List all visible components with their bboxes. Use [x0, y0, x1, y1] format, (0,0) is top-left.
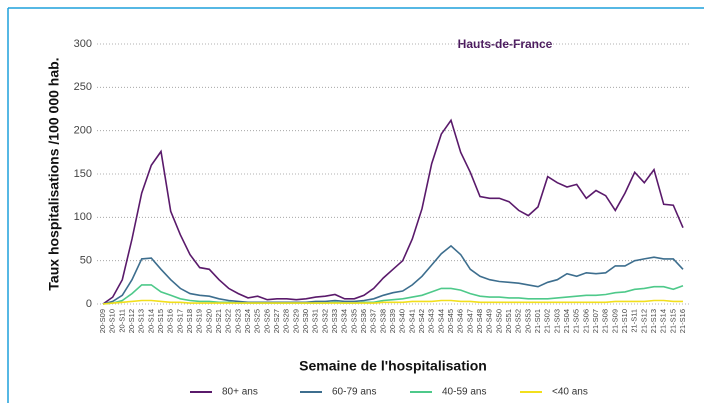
x-tick-label: 20-S48	[475, 309, 484, 333]
x-tick-label: 20-S10	[108, 309, 117, 333]
x-tick-label: 20-S19	[195, 309, 204, 333]
y-tick-label: 250	[74, 81, 92, 93]
x-tick-label: 20-S53	[523, 309, 532, 333]
x-tick-label: 20-S32	[320, 309, 329, 333]
x-tick-label: 20-S28	[282, 309, 291, 333]
x-tick-label: 20-S44	[436, 309, 445, 333]
x-tick-label: 20-S12	[127, 309, 136, 333]
x-tick-label: 21-S11	[630, 309, 639, 333]
x-tick-label: 20-S17	[175, 309, 184, 333]
y-axis-label: Taux hospitalisations /100 000 hab.	[46, 57, 62, 290]
x-tick-label: 20-S38	[378, 309, 387, 333]
x-tick-label: 20-S49	[485, 309, 494, 333]
x-tick-label: 20-S09	[98, 309, 107, 333]
series-line	[102, 118, 684, 305]
x-tick-label: 21-S09	[610, 309, 619, 333]
x-tick-label: 20-S24	[243, 309, 252, 333]
x-tick-label: 21-S05	[572, 309, 581, 333]
x-tick-label: 20-S11	[117, 309, 126, 333]
x-tick-label: 21-S16	[678, 309, 687, 333]
x-tick-label: 21-S03	[552, 309, 561, 333]
x-tick-label: 20-S43	[427, 309, 436, 333]
x-tick-label: 20-S21	[214, 309, 223, 333]
legend-label: 80+ ans	[222, 387, 258, 398]
x-tick-label: 21-S15	[668, 309, 677, 333]
x-tick-label: 20-S13	[137, 309, 146, 333]
x-tick-label: 20-S45	[446, 309, 455, 333]
y-tick-label: 300	[74, 38, 92, 50]
x-tick-label: 20-S51	[504, 309, 513, 333]
x-tick-label: 20-S41	[407, 309, 416, 333]
x-tick-label: 20-S25	[253, 309, 262, 333]
x-tick-label: 20-S14	[146, 309, 155, 333]
x-tick-label: 21-S02	[543, 309, 552, 333]
x-tick-label: 20-S29	[291, 309, 300, 333]
x-tick-label: 20-S20	[204, 309, 213, 333]
y-tick-label: 150	[74, 168, 92, 180]
x-tick-label: 21-S08	[601, 309, 610, 333]
y-tick-label: 200	[74, 125, 92, 137]
x-tick-label: 20-S42	[417, 309, 426, 333]
x-tick-label: 20-S50	[494, 309, 503, 333]
x-tick-label: 20-S36	[359, 309, 368, 333]
y-tick-label: 100	[74, 211, 92, 223]
y-tick-label: 0	[86, 298, 92, 310]
x-tick-label: 21-S07	[591, 309, 600, 333]
legend-label: 40-59 ans	[442, 387, 486, 398]
x-tick-label: 20-S16	[166, 309, 175, 333]
x-tick-label: 20-S46	[456, 309, 465, 333]
x-tick-label: 21-S06	[581, 309, 590, 333]
x-tick-label: 20-S37	[369, 309, 378, 333]
legend-label: <40 ans	[552, 387, 588, 398]
series-line	[102, 284, 684, 305]
x-tick-label: 21-S14	[659, 309, 668, 333]
x-tick-label: 20-S18	[185, 309, 194, 333]
y-tick-label: 50	[80, 255, 92, 267]
x-tick-label: 20-S40	[398, 309, 407, 333]
x-axis-label: Semaine de l'hospitalisation	[299, 358, 487, 374]
legend-label: 60-79 ans	[332, 387, 376, 398]
x-tick-label: 20-S30	[301, 309, 310, 333]
x-tick-label: 20-S31	[311, 309, 320, 333]
x-tick-label: 20-S23	[233, 309, 242, 333]
x-tick-label: 20-S39	[388, 309, 397, 333]
x-tick-label: 21-S10	[620, 309, 629, 333]
x-tick-label: 21-S01	[533, 309, 542, 333]
x-tick-label: 20-S47	[465, 309, 474, 333]
x-tick-label: 20-S15	[156, 309, 165, 333]
series-line	[102, 299, 683, 305]
series-line	[102, 244, 684, 305]
x-tick-label: 21-S04	[562, 309, 571, 333]
x-tick-label: 20-S22	[224, 309, 233, 333]
x-tick-label: 20-S27	[272, 309, 281, 333]
x-tick-label: 20-S52	[514, 309, 523, 333]
x-tick-label: 20-S34	[340, 309, 349, 333]
x-tick-label: 20-S33	[330, 309, 339, 333]
x-tick-label: 20-S26	[262, 309, 271, 333]
x-tick-label: 21-S13	[649, 309, 658, 333]
x-tick-label: 20-S35	[349, 309, 358, 333]
x-tick-label: 21-S12	[639, 309, 648, 333]
